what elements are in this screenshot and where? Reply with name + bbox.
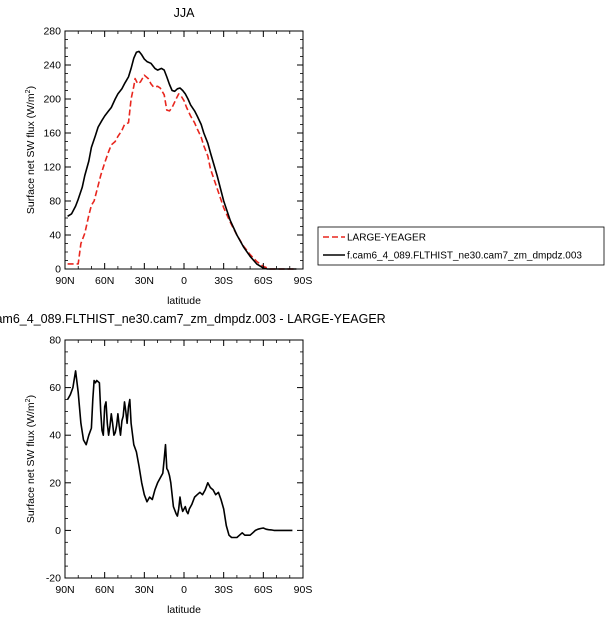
top-y-tick-label: 280 xyxy=(43,26,61,38)
top-y-tick-label: 40 xyxy=(49,230,61,242)
bottom-x-tick-label: 30S xyxy=(214,584,233,596)
legend-box xyxy=(317,226,605,266)
bottom-y-tick-label: 60 xyxy=(49,382,61,394)
bottom-y-axis: -20 0 20 40 60 80 xyxy=(46,335,303,585)
legend-label-large-yeager: LARGE-YEAGER xyxy=(347,233,426,244)
top-x-tick-label: 60S xyxy=(254,275,273,287)
bottom-y-tick-label: 80 xyxy=(49,335,61,347)
bottom-plot-frame xyxy=(64,339,304,579)
top-chart-title: JJA xyxy=(174,6,196,20)
top-y-tick-label: 80 xyxy=(49,196,61,208)
bottom-y-tick-label: 0 xyxy=(55,525,61,537)
top-y-tick-label: 160 xyxy=(43,128,61,140)
bottom-series-line-1 xyxy=(66,370,293,539)
top-x-tick-label: 30S xyxy=(214,275,233,287)
top-y-tick-label: 200 xyxy=(43,94,61,106)
legend-label-cam6: f.cam6_4_089.FLTHIST_ne30.cam7_zm_dmpdz.… xyxy=(347,251,582,262)
bottom-x-tick-label: 30N xyxy=(135,584,154,596)
bottom-y-tick-label: -20 xyxy=(46,573,61,585)
bottom-y-label-close: ) xyxy=(25,395,37,399)
top-series-line-1 xyxy=(67,74,297,270)
top-y-label-main: Surface net SW flux (W/m xyxy=(25,93,37,214)
bottom-y-label-main: Surface net SW flux (W/m xyxy=(25,402,37,523)
bottom-chart-title: f.cam6_4_089.FLTHIST_ne30.cam7_zm_dmpdz.… xyxy=(0,312,386,326)
bottom-x-tick-label: 90S xyxy=(294,584,313,596)
bottom-chart: f.cam6_4_089.FLTHIST_ne30.cam7_zm_dmpdz.… xyxy=(0,312,386,616)
bottom-y-axis-label: Surface net SW flux (W/m2) xyxy=(25,395,37,523)
bottom-x-tick-label: 60N xyxy=(95,584,114,596)
top-x-tick-label: 60N xyxy=(95,275,114,287)
top-y-tick-label: 0 xyxy=(55,264,61,276)
top-y-axis-label: Surface net SW flux (W/m2) xyxy=(25,86,37,214)
top-x-tick-label: 90N xyxy=(55,275,74,287)
bottom-x-tick-label: 60S xyxy=(254,584,273,596)
bottom-series-group xyxy=(66,370,293,539)
bottom-x-axis: 90N 60N 30N 0 30S 60S 90S xyxy=(55,340,312,596)
top-y-label-close: ) xyxy=(25,86,37,90)
top-y-label-superscript: 2 xyxy=(25,89,32,93)
top-x-axis-label: latitude xyxy=(167,295,201,307)
bottom-x-tick-label: 0 xyxy=(181,584,187,596)
top-y-tick-label: 240 xyxy=(43,60,61,72)
bottom-y-tick-label: 40 xyxy=(49,430,61,442)
top-x-tick-label: 30N xyxy=(135,275,154,287)
top-series-group xyxy=(67,50,297,270)
legend: LARGE-YEAGER f.cam6_4_089.FLTHIST_ne30.c… xyxy=(317,226,605,266)
top-chart: JJA 0 40 80 120 160 200 240 280 90N 60N 30N 0 30S 60… xyxy=(25,6,605,307)
bottom-x-axis-label: latitude xyxy=(167,604,201,616)
top-x-axis: 90N 60N 30N 0 30S 60S 90S xyxy=(55,31,312,287)
top-plot-frame xyxy=(64,30,304,270)
top-y-axis: 0 40 80 120 160 200 240 280 xyxy=(43,26,303,276)
bottom-y-label-superscript: 2 xyxy=(25,398,32,402)
bottom-plot-area xyxy=(64,339,304,579)
top-x-tick-label: 90S xyxy=(294,275,313,287)
top-y-tick-label: 120 xyxy=(43,162,61,174)
top-plot-area xyxy=(64,30,304,270)
top-series-line-2 xyxy=(67,50,297,270)
bottom-y-tick-label: 20 xyxy=(49,477,61,489)
bottom-x-tick-label: 90N xyxy=(55,584,74,596)
top-x-tick-label: 0 xyxy=(181,275,187,287)
